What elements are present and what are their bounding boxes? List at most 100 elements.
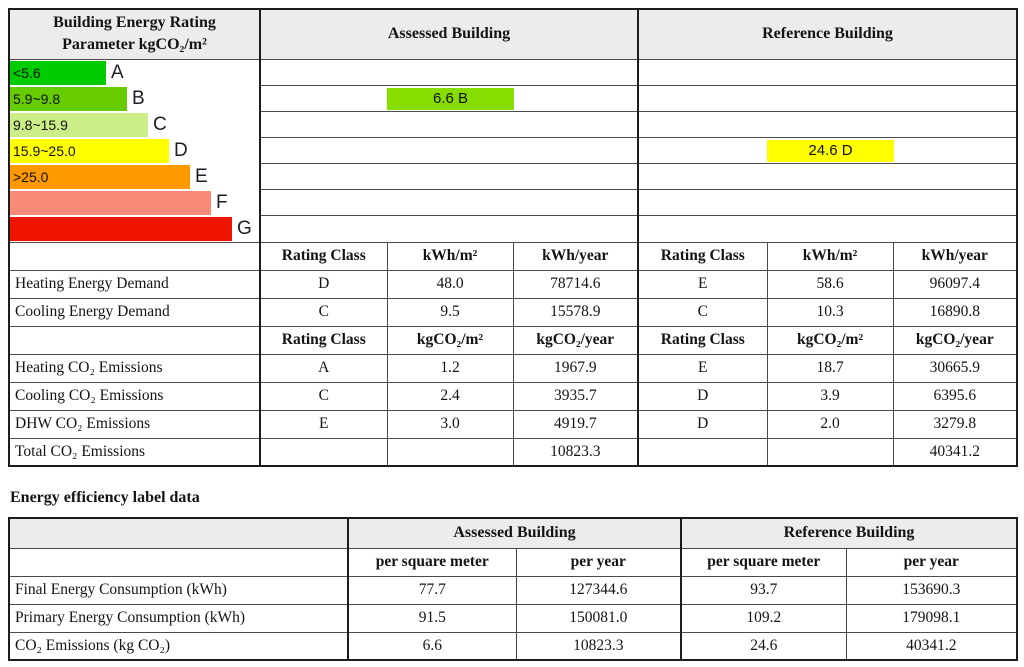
parameter-header: Building Energy Rating Parameter kgCO₂/m… — [8, 8, 261, 60]
value-cell: 1967.9 — [512, 353, 639, 383]
assessed-rating-row-a — [258, 58, 639, 86]
value-cell: 93.7 — [680, 575, 847, 605]
rating-letter-g: G — [237, 217, 252, 239]
reference-building-header: Reference Building — [637, 8, 1018, 60]
rating-letter-a: A — [111, 61, 124, 83]
value-cell: 3.0 — [386, 409, 514, 439]
rating-bar-row-a: <5.6 A — [10, 60, 259, 86]
row-label: Cooling CO₂ Emissions — [8, 381, 261, 411]
value-cell: C — [259, 381, 388, 411]
col-header: per square meter — [680, 547, 847, 577]
value-cell: 91.5 — [347, 603, 517, 633]
parameter-header-line1: Building Energy Rating — [53, 13, 216, 31]
value-cell: 15578.9 — [512, 297, 639, 327]
value-cell: 10.3 — [766, 297, 894, 327]
value-cell: 150081.0 — [515, 603, 682, 633]
assessed-marker: 6.6 B — [387, 87, 514, 110]
rating-bar-g — [10, 216, 232, 241]
rating-bar-row-g: G — [10, 216, 259, 242]
rating-bar-d: 15.9~25.0 — [10, 138, 169, 163]
value-cell: 16890.8 — [892, 297, 1018, 327]
rating-bar-a: <5.6 — [10, 60, 106, 85]
value-cell: E — [637, 353, 768, 383]
value-cell: 2.0 — [766, 409, 894, 439]
empty-label-cell — [8, 547, 349, 577]
col-header: kWh/m² — [766, 241, 894, 271]
rating-bar-e: >25.0 — [10, 164, 190, 189]
value-cell: 18.7 — [766, 353, 894, 383]
assessed-building-header: Assessed Building — [258, 8, 639, 60]
col-header: kgCO₂/year — [512, 325, 639, 355]
value-cell: E — [259, 409, 388, 439]
reference-rating-row-g — [637, 215, 1018, 243]
parameter-header-line2: Parameter kgCO₂/m² — [62, 36, 207, 54]
col-header: Rating Class — [637, 325, 768, 355]
value-cell: 40341.2 — [892, 437, 1018, 467]
row-label: Cooling Energy Demand — [8, 297, 261, 327]
row-label: Heating CO₂ Emissions — [8, 353, 261, 383]
value-cell: 30665.9 — [892, 353, 1018, 383]
building-energy-rating-table: Building Energy Rating Parameter kgCO₂/m… — [8, 8, 1019, 467]
value-cell: 40341.2 — [845, 631, 1018, 661]
col-header: kgCO₂/m² — [386, 325, 514, 355]
value-cell: 48.0 — [386, 269, 514, 299]
assessed-rating-row-e — [258, 163, 639, 191]
rating-range-label: 9.8~15.9 — [13, 116, 68, 133]
empty-label-cell — [8, 241, 261, 271]
rating-bar-row-e: >25.0 E — [10, 164, 259, 190]
value-cell: 153690.3 — [845, 575, 1018, 605]
value-cell: C — [637, 297, 768, 327]
value-cell: D — [637, 381, 768, 411]
value-cell: 10823.3 — [512, 437, 639, 467]
col-header: Rating Class — [637, 241, 768, 271]
rating-bar-row-b: 5.9~9.8 B — [10, 86, 259, 112]
value-cell: 127344.6 — [515, 575, 682, 605]
value-cell: 4919.7 — [512, 409, 639, 439]
value-cell: 10823.3 — [515, 631, 682, 661]
reference-marker: 24.6 D — [767, 139, 895, 162]
row-label: Total CO₂ Emissions — [8, 437, 261, 467]
value-cell: 2.4 — [386, 381, 514, 411]
value-cell: 6395.6 — [892, 381, 1018, 411]
col-header: per year — [515, 547, 682, 577]
value-cell: 3279.8 — [892, 409, 1018, 439]
rating-letter-d: D — [174, 139, 188, 161]
value-cell — [766, 437, 894, 467]
rating-scale: <5.6 A 5.9~9.8 B 9.8~15.9 C 15.9~25.0 D … — [8, 58, 261, 243]
rating-letter-c: C — [153, 113, 167, 135]
value-cell: 9.5 — [386, 297, 514, 327]
value-cell: 24.6 — [680, 631, 847, 661]
col-header: kWh/m² — [386, 241, 514, 271]
value-cell: 1.2 — [386, 353, 514, 383]
col-header: kgCO₂/m² — [766, 325, 894, 355]
label-section-heading: Energy efficiency label data — [10, 489, 200, 506]
reference-group-header: Reference Building — [680, 517, 1018, 549]
assessed-rating-row-f — [258, 189, 639, 217]
reference-rating-row-a — [637, 58, 1018, 86]
assessed-group-header: Assessed Building — [346, 517, 682, 549]
value-cell: 3.9 — [766, 381, 894, 411]
value-cell: 179098.1 — [845, 603, 1018, 633]
rating-bar-row-f: F — [10, 190, 259, 216]
row-label: Heating Energy Demand — [8, 269, 261, 299]
rating-letter-f: F — [216, 191, 228, 213]
value-cell: C — [259, 297, 388, 327]
rating-range-label: 15.9~25.0 — [13, 142, 76, 159]
col-header: kWh/year — [512, 241, 639, 271]
empty-corner-cell — [8, 517, 349, 549]
value-cell: 109.2 — [680, 603, 847, 633]
col-header: kgCO₂/year — [892, 325, 1018, 355]
row-label: Primary Energy Consumption (kWh) — [8, 603, 349, 633]
col-header: kWh/year — [892, 241, 1018, 271]
reference-rating-row-f — [637, 189, 1018, 217]
reference-rating-row-d: 24.6 D — [637, 136, 1018, 165]
rating-range-label: 5.9~9.8 — [13, 90, 61, 107]
rating-bar-row-d: 15.9~25.0 D — [10, 138, 259, 164]
col-header: Rating Class — [259, 241, 388, 271]
rating-bar-c: 9.8~15.9 — [10, 112, 148, 137]
reference-rating-row-b — [637, 84, 1018, 112]
value-cell — [637, 437, 768, 467]
value-cell: A — [259, 353, 388, 383]
empty-label-cell — [8, 325, 261, 355]
